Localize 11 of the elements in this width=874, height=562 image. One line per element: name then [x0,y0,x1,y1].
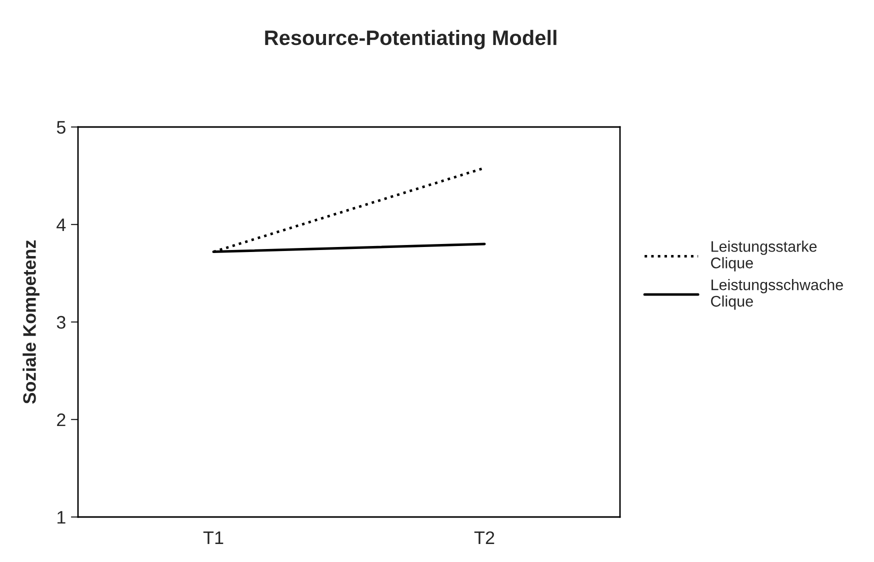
legend-label: Leistungsschwache Clique [711,279,843,310]
y-tick-label: 3 [56,316,66,329]
y-tick-label: 5 [56,121,66,134]
y-tick-label: 2 [57,413,66,426]
chart-title: Resource-Potentiating Modell [265,30,556,50]
y-tick-label: 1 [58,511,66,524]
legend-label: Leistungsstarke Clique [711,240,817,272]
y-tick-label: 4 [56,218,66,232]
x-tick-label: T1 [203,532,224,544]
y-axis-title: Soziale Kompetenz [22,240,40,404]
x-tick-label: T2 [474,531,494,544]
